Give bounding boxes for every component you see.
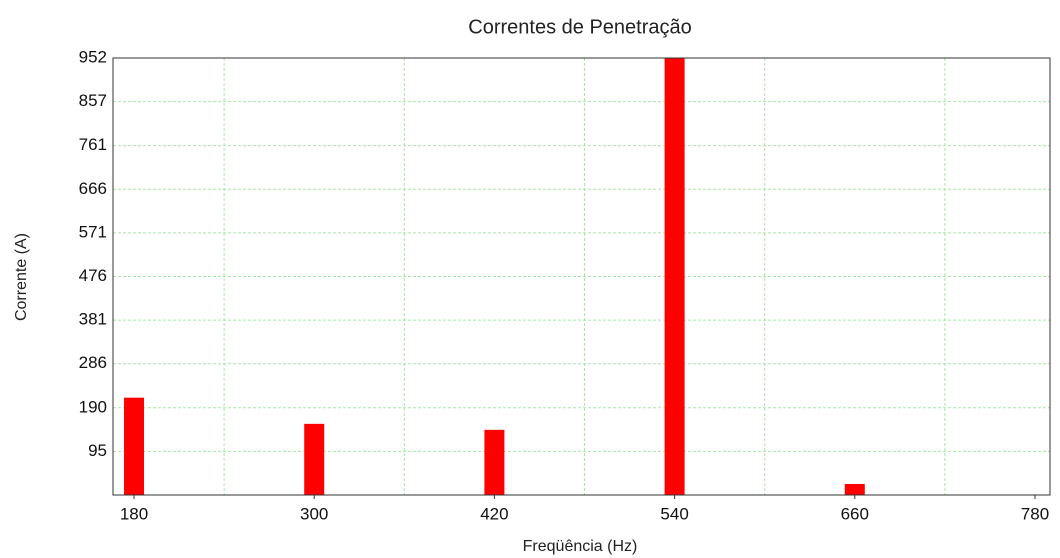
chart-title: Correntes de Penetração — [468, 16, 691, 38]
y-tick-label: 666 — [79, 179, 107, 198]
y-tick-label: 761 — [79, 135, 107, 154]
y-tick-label: 952 — [79, 47, 107, 66]
x-tick-label: 180 — [120, 504, 148, 523]
y-tick-label: 476 — [79, 266, 107, 285]
x-axis-label: Freqüência (Hz) — [523, 538, 638, 555]
y-tick-label: 571 — [79, 222, 107, 241]
x-tick-label: 660 — [841, 504, 869, 523]
y-tick-label: 95 — [88, 441, 107, 460]
x-tick-label: 780 — [1021, 504, 1049, 523]
y-tick-label: 857 — [79, 91, 107, 110]
x-tick-label: 300 — [300, 504, 328, 523]
y-tick-label: 190 — [79, 397, 107, 416]
bar — [484, 429, 505, 495]
y-axis-label: Corrente (A) — [13, 233, 30, 321]
bar — [124, 397, 145, 495]
y-tick-label: 381 — [79, 310, 107, 329]
x-tick-label: 540 — [660, 504, 688, 523]
bar — [304, 423, 325, 495]
y-tick-label: 286 — [79, 353, 107, 372]
bar — [844, 483, 865, 495]
x-tick-label: 420 — [480, 504, 508, 523]
bar — [664, 58, 685, 495]
plot-frame — [112, 57, 1051, 496]
